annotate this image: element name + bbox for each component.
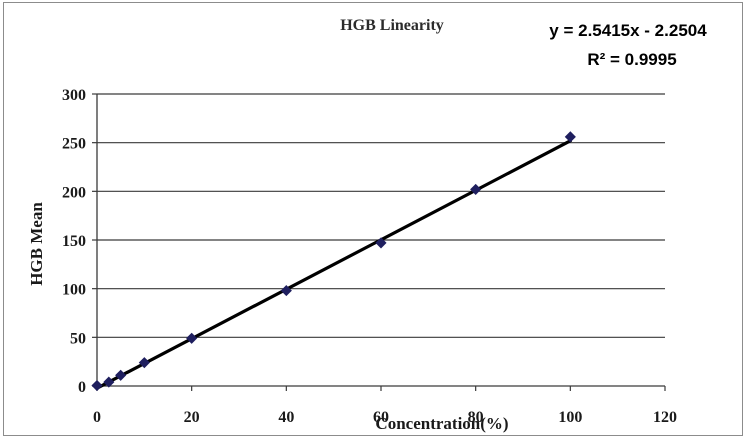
x-tick-label: 100 [558,409,582,426]
data-points [91,131,576,392]
data-point [280,285,292,297]
trendline [95,139,572,390]
x-tick-label: 20 [184,409,200,426]
data-point [115,369,127,381]
trendline-path [95,139,572,390]
chart: 0 50 100 150 200 250 300 0 20 40 60 80 100 120 HGB L… [27,17,707,433]
y-tick-label: 100 [62,282,86,299]
x-tick-labels: 0 20 40 60 80 100 120 [93,409,677,426]
x-tick-label: 120 [653,409,677,426]
gridlines [97,93,665,338]
y-tick-label: 200 [62,184,86,201]
x-tick-label: 40 [278,409,294,426]
data-point [103,376,115,388]
r-squared-label: R² = 0.9995 [587,50,676,69]
data-point [564,131,576,143]
data-point [91,379,103,392]
data-point [470,183,482,195]
chart-title: HGB Linearity [340,17,444,34]
y-tick-label: 0 [78,379,86,396]
axes [92,93,666,391]
chart-frame: 0 50 100 150 200 250 300 0 20 40 60 80 100 120 HGB L… [3,2,743,436]
y-tick-label: 250 [62,136,86,153]
x-axis-label: Concentration(%) [375,414,508,433]
x-tick-label: 0 [93,409,101,426]
x-tick-label: 80 [468,409,484,426]
data-point [186,332,198,344]
y-tick-label: 50 [70,330,86,347]
x-tick-label: 60 [373,409,389,426]
y-tick-label: 150 [62,233,86,250]
y-tick-label: 300 [62,87,86,104]
data-point [138,357,150,369]
y-tick-labels: 0 50 100 150 200 250 300 [62,87,86,396]
trendline-equation: y = 2.5415x - 2.2504 [549,21,707,40]
data-point [375,237,387,249]
y-axis-label: HGB Mean [27,202,46,286]
